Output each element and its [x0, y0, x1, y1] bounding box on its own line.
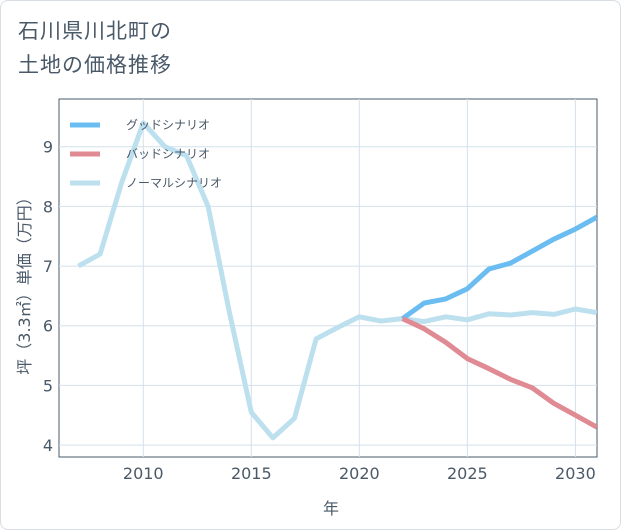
chart-title-line-2: 土地の価格推移	[18, 53, 172, 77]
x-tick-label: 2015	[231, 464, 272, 483]
y-tick-label: 5	[43, 376, 53, 395]
series-line-0	[401, 214, 597, 321]
plot-area	[58, 98, 598, 458]
legend-label-2: ノーマルシナリオ	[126, 176, 222, 190]
series-line-1	[401, 316, 597, 430]
y-tick-labels: 4 5 6 7 8 9	[43, 138, 53, 455]
x-tick-label: 2020	[339, 464, 380, 483]
x-tick-label: 2025	[447, 464, 488, 483]
y-gridlines	[59, 146, 597, 446]
chart-title: 石川県川北町の 土地の価格推移	[18, 14, 172, 82]
y-tick-label: 9	[43, 138, 53, 157]
x-tick-label: 2030	[555, 464, 596, 483]
y-tick-label: 7	[43, 257, 53, 276]
y-tick-label: 4	[43, 436, 53, 455]
y-tick-label: 6	[43, 317, 53, 336]
legend-label-1: バッドシナリオ	[126, 147, 210, 161]
x-tick-labels: 2010 2015 2020 2025 2030	[123, 464, 596, 483]
y-tick-label: 8	[43, 197, 53, 216]
x-axis-title: 年	[323, 499, 339, 518]
x-gridlines	[142, 99, 576, 457]
series-line-2	[77, 120, 597, 441]
legend-label-0: グッドシナリオ	[126, 118, 210, 132]
chart-title-line-1: 石川県川北町の	[18, 19, 172, 43]
x-tick-label: 2010	[123, 464, 164, 483]
y-axis-title: 坪（3.3㎡）単価（万円）	[15, 189, 34, 374]
series-lines	[77, 120, 597, 441]
